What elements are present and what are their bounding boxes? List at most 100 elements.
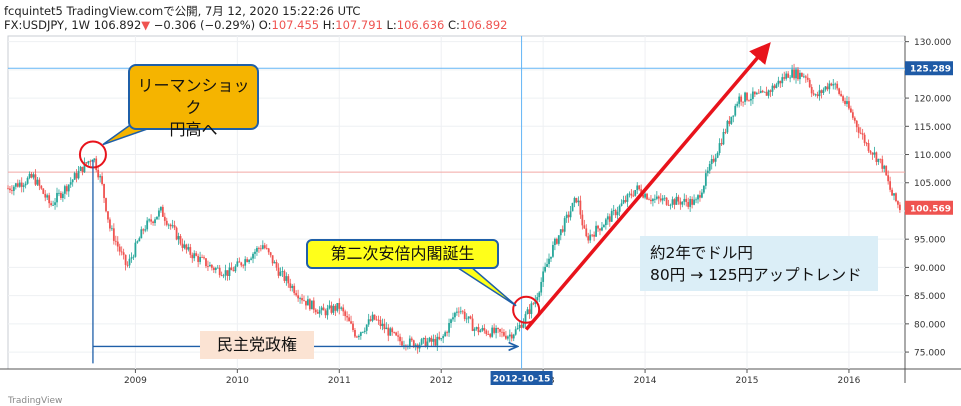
candle-body bbox=[457, 311, 460, 313]
time-axis[interactable]: 200920102011201220132014201520162012-10-… bbox=[124, 369, 861, 386]
candle bbox=[405, 344, 407, 351]
candle bbox=[344, 309, 347, 321]
candle-body bbox=[540, 281, 543, 293]
candle-body bbox=[244, 259, 247, 266]
callout-lehman[interactable]: リーマンショック 円高へ bbox=[128, 64, 259, 139]
highlight-circle bbox=[512, 295, 541, 324]
candle bbox=[265, 244, 268, 250]
candle-body bbox=[444, 332, 447, 337]
candle-body bbox=[422, 337, 425, 340]
candle bbox=[203, 255, 205, 260]
candle-body bbox=[861, 133, 864, 135]
candle-body bbox=[471, 318, 474, 331]
candle bbox=[32, 172, 35, 180]
candle bbox=[209, 261, 211, 267]
candle-body bbox=[58, 192, 60, 194]
candle-body bbox=[381, 323, 384, 327]
candle-body bbox=[107, 211, 109, 220]
candle-body bbox=[836, 83, 839, 89]
candle-body bbox=[179, 236, 182, 244]
callout-abe-text: 第二次安倍内閣誕生 bbox=[330, 244, 475, 263]
candle-body bbox=[687, 202, 690, 207]
candle-body bbox=[334, 305, 337, 311]
candle-body bbox=[501, 331, 503, 333]
candle-body bbox=[767, 90, 770, 96]
candle bbox=[261, 240, 264, 250]
candle bbox=[800, 72, 803, 78]
candle-body bbox=[606, 216, 609, 220]
candle bbox=[755, 91, 758, 95]
callout-abe[interactable]: 第二次安倍内閣誕生 bbox=[306, 239, 499, 269]
candle bbox=[659, 193, 662, 203]
candle-body bbox=[101, 176, 103, 185]
candle bbox=[95, 155, 98, 173]
candle bbox=[575, 197, 578, 204]
candle-body bbox=[506, 336, 509, 339]
candle-body bbox=[389, 328, 392, 336]
candle bbox=[197, 253, 200, 268]
candle-body bbox=[612, 210, 615, 211]
candle bbox=[65, 184, 68, 195]
candle bbox=[179, 234, 182, 246]
candle-body bbox=[320, 307, 323, 311]
candle bbox=[608, 213, 611, 227]
candle-body bbox=[440, 338, 443, 340]
candle-body bbox=[846, 101, 848, 104]
candle-body bbox=[9, 188, 11, 191]
candle-body bbox=[252, 253, 254, 259]
candle-body bbox=[322, 307, 325, 311]
candle-body bbox=[395, 332, 398, 336]
candle bbox=[124, 254, 127, 271]
candle bbox=[134, 238, 137, 258]
candle bbox=[89, 159, 92, 166]
candle-body bbox=[146, 220, 149, 230]
candle-body bbox=[897, 201, 899, 205]
candle bbox=[201, 254, 203, 258]
candle bbox=[765, 86, 768, 96]
y-tick-label: 75.000 bbox=[914, 349, 946, 359]
candle bbox=[38, 177, 41, 191]
candle bbox=[857, 123, 860, 139]
candle bbox=[165, 217, 168, 227]
candle bbox=[793, 63, 795, 81]
candle-body bbox=[318, 310, 321, 314]
candle-body bbox=[383, 323, 386, 330]
candle bbox=[167, 223, 170, 230]
price-axis[interactable]: 130.000125.000120.000115.000110.000105.0… bbox=[905, 38, 953, 359]
candle bbox=[808, 77, 811, 89]
candle-body bbox=[487, 334, 490, 335]
candle bbox=[526, 306, 529, 315]
callout-trend[interactable]: 約2年でドル円 80円 → 125円アップトレンド bbox=[640, 236, 878, 291]
candle-body bbox=[712, 159, 715, 162]
candle bbox=[232, 266, 235, 272]
candle-body bbox=[655, 196, 658, 199]
candle-body bbox=[516, 328, 519, 330]
candle bbox=[60, 191, 62, 201]
y-tick-label: 115.000 bbox=[914, 123, 951, 133]
candle bbox=[604, 217, 607, 230]
candle bbox=[889, 176, 892, 193]
candle bbox=[277, 263, 280, 279]
candle bbox=[308, 298, 311, 311]
candle bbox=[753, 91, 756, 98]
candle bbox=[79, 165, 82, 172]
candle bbox=[685, 194, 688, 207]
candle-body bbox=[124, 254, 127, 265]
candle-body bbox=[534, 300, 537, 304]
candle-body bbox=[158, 210, 160, 217]
candle-body bbox=[109, 219, 111, 229]
candle-body bbox=[702, 185, 705, 193]
candle-body bbox=[95, 158, 98, 171]
candle-body bbox=[828, 83, 831, 90]
candle-body bbox=[695, 199, 697, 201]
candle bbox=[220, 271, 223, 277]
candle bbox=[861, 128, 864, 140]
callout-dpj[interactable]: 民主党政権 bbox=[200, 331, 314, 359]
candle bbox=[797, 67, 799, 81]
candle-body bbox=[465, 318, 468, 320]
candle bbox=[267, 247, 270, 255]
candle-body bbox=[177, 236, 180, 240]
candle-body bbox=[379, 319, 382, 327]
candle-body bbox=[154, 219, 156, 223]
